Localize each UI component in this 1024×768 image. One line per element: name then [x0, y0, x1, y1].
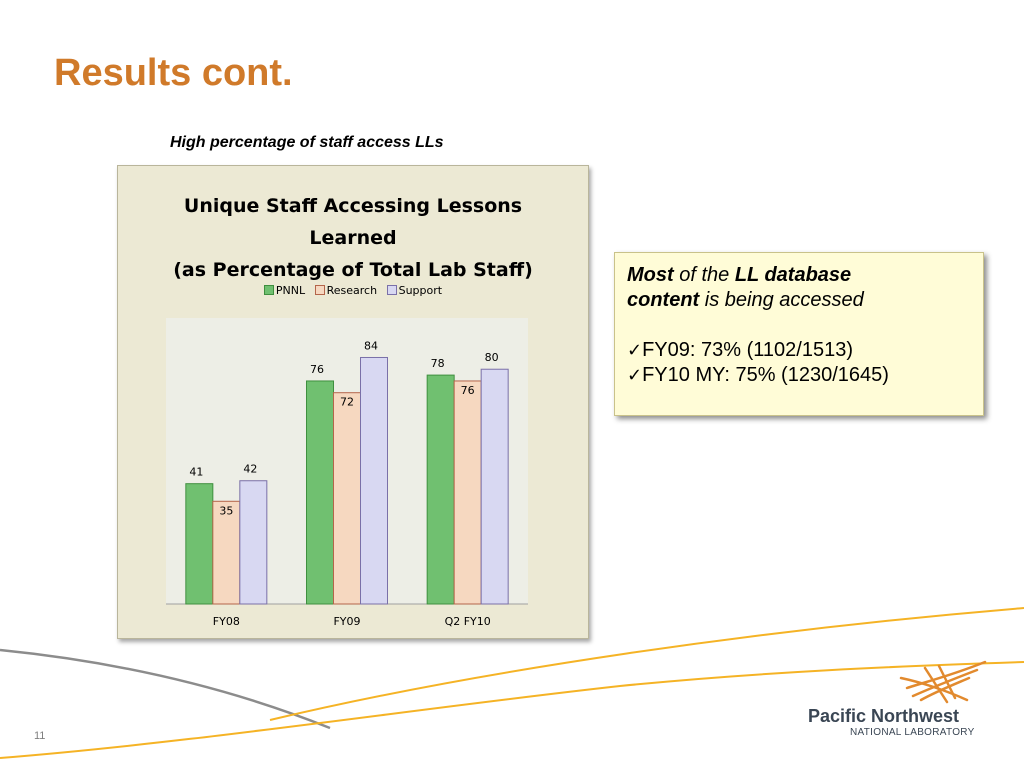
checkmark-icon: ✓ [627, 340, 643, 361]
data-label: 80 [485, 351, 499, 364]
page-number: 11 [34, 730, 46, 742]
data-label: 84 [364, 339, 378, 352]
footer-orange-curve-2 [0, 661, 1024, 759]
legend-swatch-research [314, 285, 325, 295]
info-bullet-2: ✓FY10 MY: 75% (1230/1645) [627, 363, 971, 388]
legend-label-support: Support [398, 284, 443, 297]
chart-title-line-1: Unique Staff Accessing Lessons [183, 195, 523, 217]
chart-container: Unique Staff Accessing Lessons Learned (… [117, 165, 589, 639]
bar-pnnl-fy08 [185, 483, 214, 605]
legend-swatch-support [386, 285, 397, 295]
info-text-being-accessed: is being accessed [699, 289, 864, 311]
legend-label-research: Research [326, 284, 378, 297]
data-label: 35 [219, 504, 233, 517]
info-emphasis-ll-database: LL database [734, 264, 852, 286]
footer-gray-curve [0, 648, 331, 730]
logo-name: Pacific Northwest [808, 706, 960, 726]
info-bullet-1: ✓FY09: 73% (1102/1513) [627, 338, 971, 363]
bar-research-fy08 [212, 500, 241, 605]
bar-support-q2-fy10 [480, 368, 509, 605]
legend-label-pnnl: PNNL [275, 284, 306, 297]
x-tick-label: Q2 FY10 [445, 615, 491, 628]
data-label: 42 [243, 463, 257, 476]
info-emphasis-content: content [627, 289, 700, 311]
x-tick-label: FY09 [333, 615, 360, 628]
bar-support-fy08 [239, 480, 268, 605]
info-text-of-the: of the [673, 264, 735, 286]
chart-title: Unique Staff Accessing Lessons Learned (… [118, 190, 588, 286]
slide-title: Results cont. [54, 52, 293, 94]
pnnl-logo-icon [899, 660, 987, 704]
bar-research-q2-fy10 [453, 380, 482, 605]
legend-swatch-pnnl [263, 285, 274, 295]
bar-research-fy09 [333, 392, 361, 605]
info-line-2: content is being accessed [627, 288, 971, 313]
data-label: 41 [189, 466, 203, 479]
chart-legend: PNNL Research Support [118, 284, 588, 297]
footer-decoration [0, 607, 1024, 759]
legend-item-pnnl: PNNL [263, 284, 306, 297]
info-bullet-1-text: FY09: 73% (1102/1513) [642, 339, 853, 361]
bar-pnnl-q2-fy10 [426, 374, 455, 605]
checkmark-icon: ✓ [627, 365, 643, 386]
data-label: 76 [310, 363, 324, 376]
info-emphasis-most: Most [627, 264, 674, 286]
info-line-1: Most of the LL database [627, 263, 971, 288]
data-label: 78 [431, 357, 445, 370]
bar-support-fy09 [360, 356, 388, 605]
chart-title-line-2: Learned [309, 227, 397, 249]
bar-chart: 41 35 42 FY08 76 72 84 FY09 78 76 80 Q2 FY10 [166, 339, 528, 628]
data-label: 76 [461, 384, 475, 397]
data-label: 72 [340, 396, 354, 409]
logo-subname: NATIONAL LABORATORY [850, 727, 975, 738]
footer-orange-curve-1 [269, 607, 1024, 721]
legend-item-research: Research [314, 284, 378, 297]
legend-item-support: Support [386, 284, 443, 297]
slide-subtitle: High percentage of staff access LLs [170, 134, 444, 151]
info-bullet-2-text: FY10 MY: 75% (1230/1645) [642, 364, 889, 386]
chart-title-line-3: (as Percentage of Total Lab Staff) [173, 259, 533, 281]
info-box: Most of the LL database content is being… [614, 252, 984, 416]
bar-pnnl-fy09 [306, 380, 334, 605]
x-tick-label: FY08 [213, 615, 240, 628]
